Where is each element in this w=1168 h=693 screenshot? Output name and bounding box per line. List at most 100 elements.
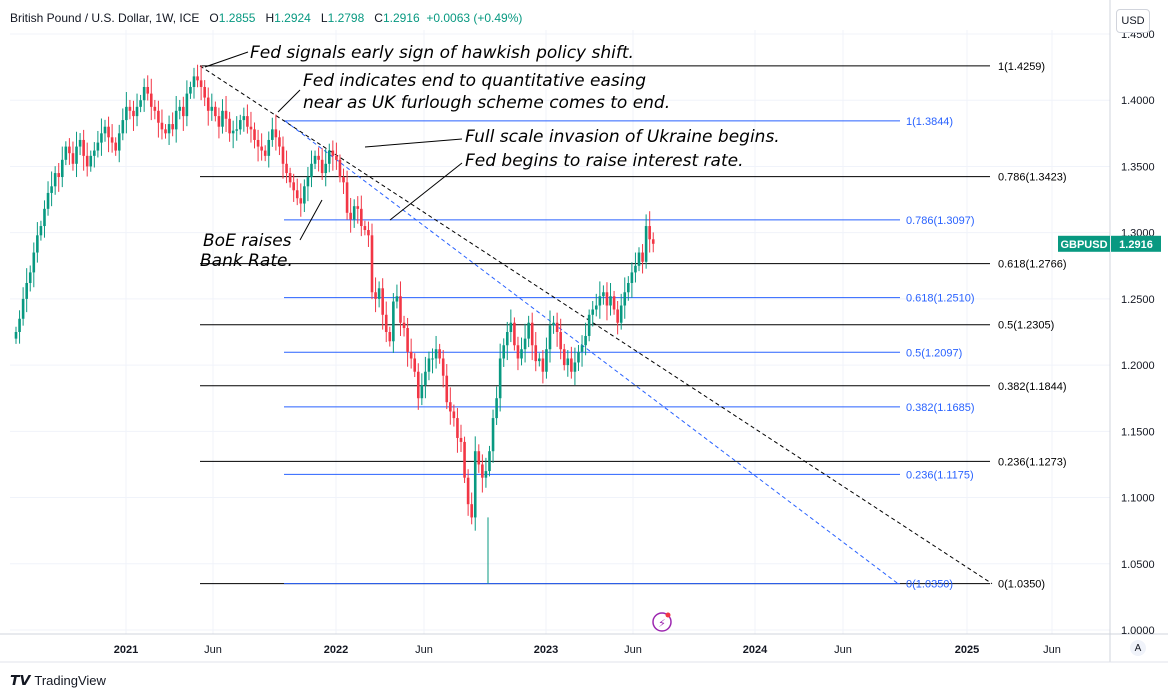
currency-button[interactable]: USD <box>1116 9 1150 33</box>
candle <box>142 86 146 101</box>
candle <box>292 182 295 191</box>
candle <box>242 116 246 121</box>
candle <box>577 351 580 363</box>
candle <box>349 212 352 220</box>
candle <box>235 129 239 131</box>
candle <box>605 292 609 306</box>
event-dot-icon <box>665 612 671 618</box>
auto-scale-button[interactable]: A <box>1130 640 1146 656</box>
candle <box>449 402 452 412</box>
candle <box>167 124 171 134</box>
candle <box>285 163 288 174</box>
candle <box>392 301 395 342</box>
candle <box>192 76 196 87</box>
candle <box>221 110 224 127</box>
candle <box>470 504 473 518</box>
candle <box>552 322 555 326</box>
candle <box>89 155 93 167</box>
candle <box>96 142 100 151</box>
x-tick-label: Jun <box>415 644 433 656</box>
candle <box>413 358 417 372</box>
candle <box>498 358 502 399</box>
candle <box>580 345 584 352</box>
candle <box>107 126 110 138</box>
brand-name: TradingView <box>34 673 106 688</box>
candle <box>25 282 28 299</box>
candle <box>125 106 128 121</box>
y-tick-label: 1.0000 <box>1121 625 1155 637</box>
candle <box>146 86 150 94</box>
candle <box>249 126 253 130</box>
low-value: 1.2798 <box>327 11 365 25</box>
candle <box>310 163 313 178</box>
candle <box>71 153 75 164</box>
fib-level-label: 0.236(1.1273) <box>998 456 1067 468</box>
candle <box>360 208 363 227</box>
candle <box>64 146 68 160</box>
candle <box>14 332 18 339</box>
candle <box>224 110 228 119</box>
candle <box>627 282 630 293</box>
candle <box>57 173 61 178</box>
candle <box>160 122 164 130</box>
annotation-text: BoE raises <box>203 231 292 251</box>
candle <box>303 186 306 204</box>
fib-level-label: 0.382(1.1844) <box>998 381 1067 393</box>
candle <box>182 106 185 117</box>
candle <box>484 471 488 478</box>
candle <box>630 272 634 283</box>
candle <box>306 177 310 187</box>
candle <box>253 129 256 140</box>
candle <box>228 118 231 134</box>
candle <box>562 349 566 366</box>
candle <box>377 288 381 299</box>
candle <box>50 186 53 193</box>
candle <box>416 371 420 399</box>
candle <box>68 146 71 154</box>
candle <box>299 198 303 204</box>
candle <box>263 150 267 156</box>
candle <box>85 155 89 167</box>
candle <box>288 173 292 183</box>
fib-level-label-blue: 1(1.3844) <box>906 116 953 128</box>
candle <box>644 226 648 262</box>
price-label-value: 1.2916 <box>1119 239 1153 251</box>
candle <box>384 314 388 332</box>
annotation-leader-line <box>389 162 463 221</box>
candle <box>206 97 210 111</box>
x-tick-label: Jun <box>1043 644 1061 656</box>
candle <box>196 76 199 81</box>
y-tick-label: 1.1500 <box>1121 426 1155 438</box>
close-label: C <box>374 11 383 25</box>
candle <box>459 437 463 442</box>
candle <box>295 190 299 199</box>
candle <box>523 338 527 350</box>
candle <box>345 182 349 213</box>
fib-level-label: 0(1.0350) <box>998 579 1045 591</box>
candle <box>324 163 328 174</box>
candle <box>256 139 260 147</box>
annotation-text: near as UK furlough scheme comes to end. <box>303 93 670 113</box>
candle <box>82 139 85 156</box>
candle <box>587 314 591 336</box>
x-tick-label: Jun <box>624 644 642 656</box>
candle <box>616 309 619 323</box>
annotation-leader-line <box>277 89 301 113</box>
candle <box>602 292 605 297</box>
open-label: O <box>209 11 219 25</box>
fib-level-label-blue: 0.382(1.1685) <box>906 402 975 414</box>
tradingview-logo-icon: 𝙏𝙑 <box>10 672 31 688</box>
candle <box>103 126 107 134</box>
candle <box>481 464 484 478</box>
lightning-icon: ⚡ <box>658 618 666 630</box>
candle <box>238 120 242 130</box>
tradingview-logo[interactable]: 𝙏𝙑 TradingView <box>10 672 106 689</box>
candle <box>431 358 434 360</box>
candle <box>402 322 406 329</box>
candle <box>139 100 142 107</box>
candle <box>466 477 470 505</box>
candle <box>171 124 174 130</box>
candle <box>370 235 374 293</box>
